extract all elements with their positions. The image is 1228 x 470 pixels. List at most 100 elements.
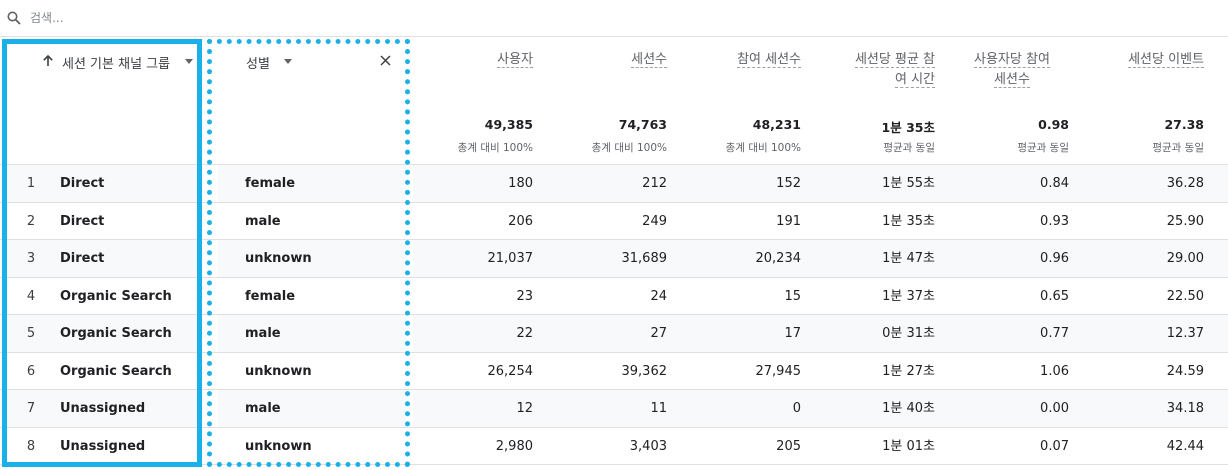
secondary-dimension-header[interactable]: 성별: [218, 37, 406, 164]
cell-gender: unknown: [245, 363, 312, 379]
cell-engaged-sessions: 191: [776, 213, 801, 229]
cell-gender: female: [245, 288, 296, 304]
row-shade: [413, 240, 1228, 277]
metric-title[interactable]: 세션당 이벤트: [1128, 50, 1204, 70]
primary-dimension-label[interactable]: 세션 기본 채널 그룹: [62, 57, 171, 72]
row-shade: [413, 390, 1228, 427]
metric-title[interactable]: 참여 세션수: [737, 50, 801, 70]
cell-channel-group: Direct: [60, 176, 105, 191]
cell-gender: male: [245, 213, 281, 229]
cell-engaged-sessions: 205: [776, 438, 801, 454]
cell-sessions-per-user: 0.77: [1040, 326, 1069, 341]
cell-sessions-per-user: 0.00: [1040, 401, 1069, 416]
caret-down-icon[interactable]: [185, 59, 193, 64]
cell-events-per-session: 36.28: [1166, 176, 1204, 191]
cell-engaged-sessions: 152: [776, 176, 801, 191]
cell-channel-group: Unassigned: [60, 401, 146, 416]
metric-title-line1[interactable]: 세션수: [631, 52, 667, 68]
metric-title-line2[interactable]: 여 시간: [894, 72, 935, 88]
primary-dimension-header[interactable]: 세션 기본 채널 그룹: [8, 37, 198, 164]
row-index: 3: [26, 251, 36, 266]
cell-channel-group: Organic Search: [60, 288, 172, 304]
cell-sessions-per-user: 1.06: [1040, 363, 1069, 379]
cell-gender: unknown: [245, 438, 312, 454]
table-row: 6 Organic Search unknown 26,254 39,362 27,945…: [0, 351, 1228, 390]
metric-total: 74,763: [618, 117, 667, 132]
table-row: 5 Organic Search male 22 27 17 0분 31초 0.77 12.37: [0, 314, 1228, 352]
caret-down-icon[interactable]: [284, 59, 292, 64]
row-index: 1: [26, 176, 36, 191]
table-row: 3 Direct unknown 21,037 31,689 20,234 1분 47초 0.…: [0, 239, 1228, 277]
row-index: 6: [26, 363, 36, 379]
header-divider: [0, 36, 1228, 37]
cell-users: 206: [508, 213, 533, 229]
table-row: 8 Unassigned unknown 2,980 3,403 205 1분 01초 0.0…: [0, 426, 1228, 465]
row-shade: [218, 315, 406, 352]
cell-events-per-session: 22.50: [1166, 288, 1204, 304]
metric-sub: 평균과 동일: [883, 142, 935, 154]
cell-engaged-sessions: 17: [784, 326, 801, 341]
cell-channel-group: Organic Search: [60, 363, 172, 379]
search-icon[interactable]: [7, 11, 21, 25]
metric-header-events-per-session[interactable]: 세션당 이벤트 27.38 평균과 동일: [1090, 37, 1204, 164]
cell-gender: unknown: [245, 251, 312, 266]
search-input[interactable]: [30, 8, 630, 28]
cell-channel-group: Unassigned: [60, 438, 146, 454]
metric-title-line1[interactable]: 세션당 평균 참: [854, 52, 935, 68]
cell-users: 23: [516, 288, 533, 304]
cell-avg-engagement-time: 1분 35초: [882, 213, 935, 229]
metric-total: 0.98: [1038, 117, 1069, 132]
metric-total: 27.38: [1164, 117, 1204, 132]
arrow-up-icon[interactable]: [42, 55, 54, 67]
row-index: 2: [26, 213, 36, 229]
metric-sub: 총계 대비 100%: [457, 142, 533, 154]
metric-total: 49,385: [484, 117, 533, 132]
row-index: 7: [26, 401, 36, 416]
cell-avg-engagement-time: 1분 40초: [882, 401, 935, 416]
row-shade: [218, 165, 406, 202]
cell-gender: male: [245, 401, 281, 416]
metric-title-line1[interactable]: 사용자당 참여: [974, 52, 1050, 68]
metric-header-sessions[interactable]: 세션수 74,763 총계 대비 100%: [560, 37, 667, 164]
metric-header-engaged-sessions[interactable]: 참여 세션수 48,231 총계 대비 100%: [690, 37, 801, 164]
cell-events-per-session: 25.90: [1166, 213, 1204, 229]
row-shade: [218, 240, 406, 277]
cell-events-per-session: 24.59: [1166, 363, 1204, 379]
row-index: 4: [26, 288, 36, 304]
cell-events-per-session: 42.44: [1166, 438, 1204, 454]
cell-sessions-per-user: 0.96: [1040, 251, 1069, 266]
cell-gender: female: [245, 176, 296, 191]
secondary-dimension-label[interactable]: 성별: [246, 57, 270, 72]
table-bottom-divider: [0, 464, 1228, 465]
cell-sessions: 212: [642, 176, 667, 191]
metric-header-sessions-per-user[interactable]: 사용자당 참여 세션수 0.98 평균과 동일: [955, 37, 1069, 164]
row-shade: [413, 165, 1228, 202]
table-row: 7 Unassigned male 12 11 0 1분 40초 0.00 34.18: [0, 389, 1228, 427]
table-row: 1 Direct female 180 212 152 1분 55초 0.84 36.28: [0, 164, 1228, 202]
cell-users: 2,980: [495, 438, 533, 454]
cell-engaged-sessions: 0: [792, 401, 801, 416]
cell-sessions: 249: [642, 213, 667, 229]
cell-channel-group: Direct: [60, 213, 105, 229]
close-icon[interactable]: [380, 55, 391, 66]
metric-total: 48,231: [752, 117, 801, 132]
metric-sub: 총계 대비 100%: [591, 142, 667, 154]
metric-title-line1[interactable]: 세션당 이벤트: [1128, 52, 1204, 68]
metric-title[interactable]: 세션수: [631, 50, 667, 70]
metric-header-users[interactable]: 사용자 49,385 총계 대비 100%: [420, 37, 533, 164]
cell-channel-group: Direct: [60, 251, 105, 266]
table-row: 4 Organic Search female 23 24 15 1분 37초 0.65 22.…: [0, 276, 1228, 315]
cell-avg-engagement-time: 1분 47초: [882, 251, 935, 266]
metric-title[interactable]: 사용자: [497, 50, 533, 70]
cell-sessions-per-user: 0.07: [1040, 438, 1069, 454]
metric-title-line2[interactable]: 세션수: [994, 72, 1030, 88]
cell-engaged-sessions: 20,234: [755, 251, 802, 266]
search-bar: [0, 0, 1228, 36]
metric-title-line1[interactable]: 참여 세션수: [737, 52, 801, 68]
metric-title-line1[interactable]: 사용자: [497, 52, 533, 68]
row-shade: [8, 165, 198, 202]
cell-avg-engagement-time: 1분 55초: [882, 176, 935, 191]
